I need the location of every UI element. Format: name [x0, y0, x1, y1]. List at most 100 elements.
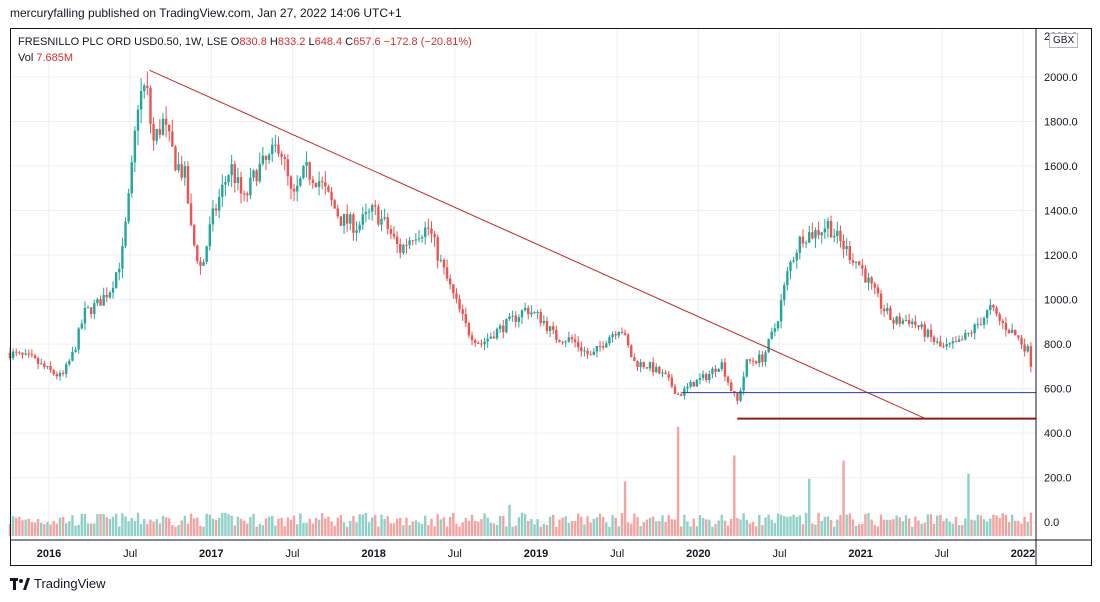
candle-body	[601, 346, 605, 348]
candle-body	[24, 353, 27, 355]
volume-bar	[355, 522, 358, 536]
volume-bar	[680, 526, 683, 536]
volume-bar	[320, 513, 324, 536]
candle-body	[296, 185, 299, 192]
volume-bar	[967, 473, 970, 536]
volume-bar	[58, 517, 62, 536]
volume-bar	[130, 518, 133, 536]
volume-bar	[414, 520, 418, 536]
volume-bar	[233, 525, 236, 536]
candle-body	[255, 170, 258, 182]
candle-body	[448, 278, 452, 285]
volume-bar	[686, 521, 689, 536]
volume-bar	[33, 522, 37, 536]
volume-bar	[377, 526, 380, 536]
volume-bar	[367, 522, 371, 536]
candle-body	[61, 372, 65, 374]
candle-body	[708, 373, 711, 381]
candle-body	[733, 391, 736, 393]
candle-body	[439, 259, 443, 261]
volume-bar	[651, 516, 655, 536]
candle-body	[1029, 346, 1033, 367]
volume-bar	[327, 516, 330, 536]
candle-body	[133, 130, 137, 163]
legend-change: −172.8 (−20.81%)	[383, 36, 472, 48]
candle-body	[611, 334, 614, 338]
volume-bar	[52, 520, 55, 536]
candle-body	[639, 362, 642, 367]
candle-body	[211, 208, 215, 225]
volume-bar	[764, 517, 767, 536]
candle-body	[798, 236, 802, 253]
candle-body	[430, 228, 433, 234]
candle-body	[452, 284, 455, 294]
candle-body	[149, 87, 152, 124]
candle-body	[283, 156, 286, 160]
candle-body	[355, 230, 358, 233]
chart-legend: FRESNILLO PLC ORD USD0.50, 1W, LSE O830.…	[18, 34, 472, 66]
candle-body	[299, 178, 302, 186]
volume-bar	[236, 516, 240, 536]
candle-body	[1026, 346, 1029, 352]
volume-bar	[121, 513, 124, 536]
volume-bar	[214, 519, 218, 536]
volume-bar	[520, 512, 524, 536]
candle-body	[367, 211, 371, 213]
volume-bar	[595, 517, 599, 536]
candle-body	[651, 362, 655, 373]
volume-bar	[976, 514, 980, 536]
volume-bar	[592, 519, 596, 536]
candle-body	[736, 392, 739, 401]
candle-body	[186, 166, 190, 204]
candle-body	[208, 224, 212, 247]
candle-body	[786, 271, 789, 286]
candle-body	[486, 338, 489, 342]
volume-bar	[614, 517, 617, 536]
volume-bar	[982, 519, 986, 536]
candle-body	[258, 163, 261, 182]
volume-bar	[817, 512, 820, 536]
volume-bar	[514, 525, 517, 536]
volume-bar	[196, 517, 199, 536]
candle-body	[342, 213, 346, 226]
volume-bar	[1023, 516, 1026, 536]
tradingview-brand[interactable]: TradingView	[10, 576, 106, 591]
volume-bar	[392, 523, 396, 536]
candle-body	[642, 362, 645, 368]
candle-body	[230, 163, 233, 176]
candle-body	[942, 346, 945, 348]
volume-bar	[267, 516, 271, 536]
candle-body	[957, 339, 961, 342]
volume-bar	[792, 514, 795, 536]
volume-bar	[932, 523, 936, 536]
currency-button[interactable]: GBX	[1049, 33, 1079, 48]
volume-bar	[742, 513, 745, 536]
volume-bar	[445, 526, 449, 536]
volume-bar	[517, 517, 521, 536]
candle-body	[836, 230, 839, 237]
candle-body	[889, 307, 892, 320]
volume-bar	[24, 519, 27, 536]
candle-body	[676, 393, 680, 395]
candle-body	[636, 361, 639, 367]
candle-body	[630, 345, 633, 358]
candle-body	[317, 181, 321, 187]
volume-bar	[330, 521, 333, 536]
volume-bar	[779, 514, 783, 536]
candle-body	[389, 228, 393, 234]
volume-bar	[842, 460, 845, 536]
volume-bar	[995, 515, 998, 536]
candle-body	[470, 335, 474, 341]
candle-body	[973, 324, 976, 334]
candle-body	[96, 299, 99, 304]
volume-bar	[767, 514, 770, 536]
volume-bar	[539, 526, 542, 536]
volume-bar	[867, 512, 870, 536]
candle-body	[40, 363, 43, 365]
volume-bar	[467, 520, 471, 536]
candle-body	[214, 208, 218, 211]
volume-bar	[239, 518, 243, 536]
volume-bar	[886, 519, 889, 536]
candle-body	[158, 129, 162, 135]
